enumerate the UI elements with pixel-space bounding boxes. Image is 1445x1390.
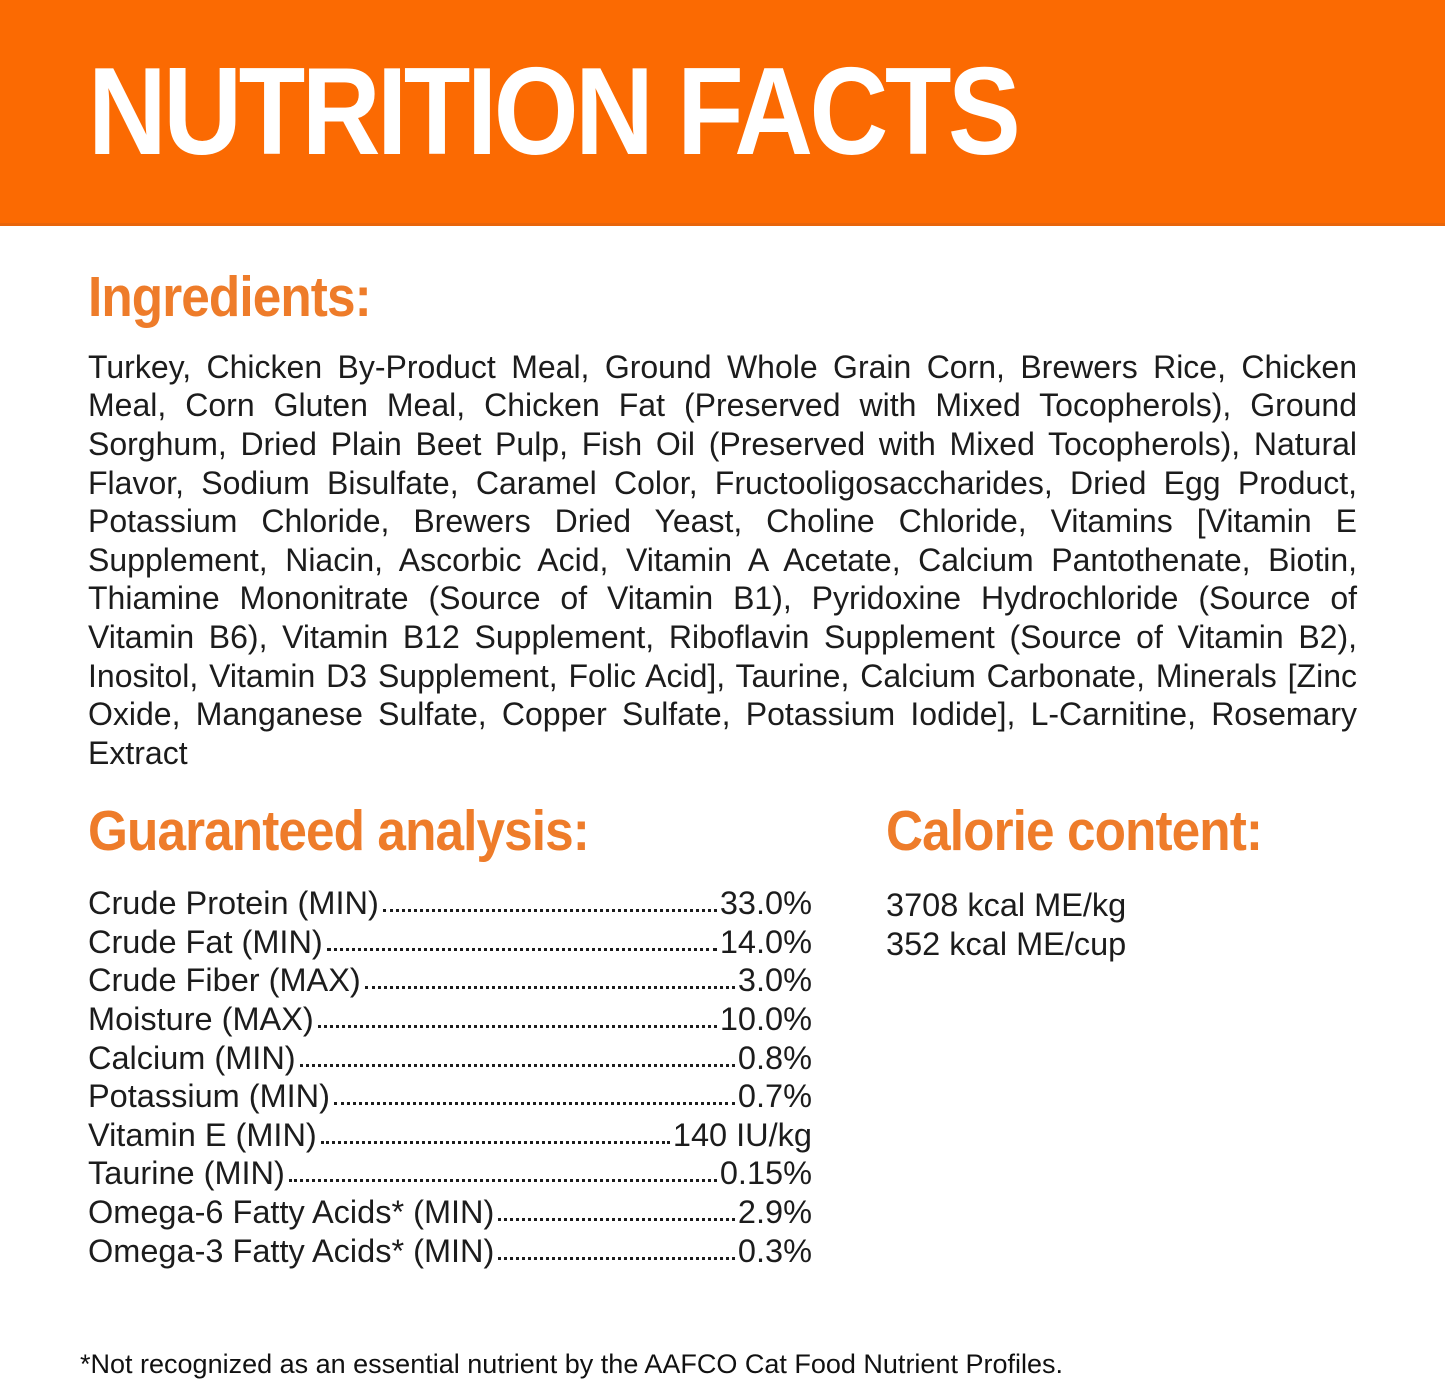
calorie-content-lines: 3708 kcal ME/kg 352 kcal ME/cup [886, 886, 1357, 964]
dotted-leader [320, 1140, 670, 1144]
analysis-label: Vitamin E (MIN) [88, 1116, 317, 1153]
dotted-leader [364, 986, 735, 990]
analysis-row: Omega-3 Fatty Acids* (MIN) 0.3% [88, 1232, 812, 1271]
calorie-content-heading: Calorie content: [886, 799, 1263, 864]
footnote: *Not recognized as an essential nutrient… [80, 1349, 1063, 1379]
dotted-leader [299, 1063, 735, 1067]
ingredients-heading: Ingredients: [88, 265, 372, 329]
dotted-leader [326, 947, 717, 951]
dotted-leader [288, 1179, 717, 1183]
analysis-row: Crude Fiber (MAX) 3.0% [88, 961, 812, 1000]
analysis-row: Crude Protein (MIN) 33.0% [88, 884, 812, 923]
guaranteed-analysis-section: Guaranteed analysis: Crude Protein (MIN)… [88, 802, 812, 1270]
analysis-row: Omega-6 Fatty Acids* (MIN) 2.9% [88, 1193, 812, 1232]
analysis-value: 0.8% [737, 1039, 812, 1076]
analysis-value: 33.0% [719, 885, 812, 922]
dotted-leader [333, 1102, 735, 1106]
analysis-label: Omega-6 Fatty Acids* (MIN) [88, 1193, 495, 1230]
analysis-label: Potassium (MIN) [88, 1078, 330, 1115]
analysis-label: Crude Fiber (MAX) [88, 962, 361, 999]
calorie-content-section: Calorie content: 3708 kcal ME/kg 352 kcal… [886, 802, 1357, 964]
analysis-label: Taurine (MIN) [88, 1155, 285, 1192]
analysis-value: 10.0% [719, 1001, 812, 1037]
guaranteed-analysis-heading: Guaranteed analysis: [88, 799, 590, 864]
analysis-value: 2.9% [737, 1193, 812, 1230]
ingredients-text: Turkey, Chicken By-Product Meal, Ground … [88, 348, 1357, 771]
analysis-label: Moisture (MAX) [88, 1001, 314, 1037]
calorie-line: 352 kcal ME/cup [886, 926, 1127, 963]
ingredients-section: Ingredients: Turkey, Chicken By-Product … [88, 265, 1357, 772]
analysis-value: 0.15% [719, 1155, 812, 1192]
analysis-row: Calcium (MIN) 0.8% [88, 1039, 812, 1078]
analysis-value: 3.0% [737, 962, 812, 999]
analysis-value: 140 IU/kg [672, 1116, 812, 1153]
dotted-leader [382, 909, 717, 913]
analysis-row: Vitamin E (MIN) 140 IU/kg [88, 1116, 812, 1155]
analysis-label: Crude Protein (MIN) [88, 885, 379, 922]
analysis-row: Crude Fat (MIN) 14.0% [88, 923, 812, 962]
analysis-value: 14.0% [719, 923, 812, 960]
analysis-row: Moisture (MAX) 10.0% [88, 1000, 812, 1039]
header-banner: NUTRITION FACTS [0, 0, 1445, 226]
calorie-line: 3708 kcal ME/kg [886, 887, 1127, 924]
label-content: Ingredients: Turkey, Chicken By-Product … [0, 265, 1445, 1270]
analysis-row: Potassium (MIN) 0.7% [88, 1077, 812, 1116]
analysis-and-calories-columns: Guaranteed analysis: Crude Protein (MIN)… [88, 802, 1357, 1270]
analysis-label: Crude Fat (MIN) [88, 923, 323, 960]
analysis-row: Taurine (MIN) 0.15% [88, 1154, 812, 1193]
analysis-label: Calcium (MIN) [88, 1039, 296, 1076]
guaranteed-analysis-list: Crude Protein (MIN) 33.0% Crude Fat (MIN) 1… [88, 884, 812, 1270]
analysis-value: 0.7% [737, 1078, 812, 1115]
analysis-value: 0.3% [737, 1232, 812, 1269]
analysis-label: Omega-3 Fatty Acids* (MIN) [88, 1232, 495, 1269]
dotted-leader [498, 1217, 735, 1221]
dotted-leader [498, 1256, 735, 1260]
dotted-leader [317, 1025, 717, 1028]
page-title: NUTRITION FACTS [88, 42, 1021, 181]
